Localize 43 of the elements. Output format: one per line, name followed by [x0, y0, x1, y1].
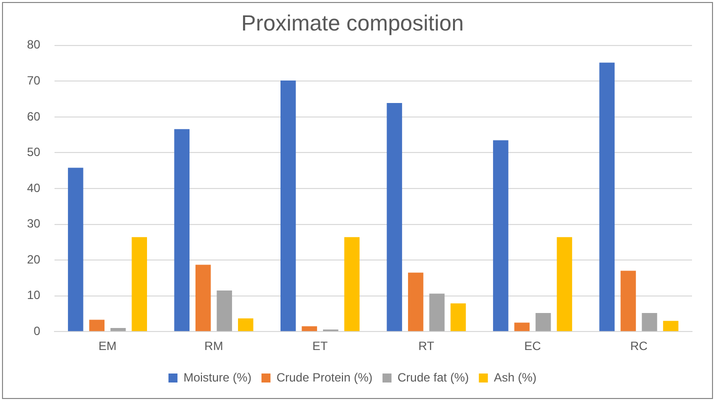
bar: [174, 129, 190, 332]
bar: [89, 320, 105, 332]
bar: [642, 312, 658, 332]
bar: [132, 237, 148, 332]
y-tick-label: 40: [26, 180, 41, 195]
bar: [599, 62, 615, 332]
bar: [514, 322, 530, 332]
y-tick-label: 10: [26, 288, 41, 302]
y-tick-label: 70: [26, 73, 41, 88]
y-tick-label: 30: [26, 216, 41, 231]
y-tick-label: 80: [26, 38, 41, 52]
bar: [302, 326, 318, 332]
bar: [280, 80, 296, 332]
legend-label: Crude fat (%): [398, 370, 469, 384]
x-tick-label: ET: [312, 339, 328, 354]
chart-title: Proximate composition: [241, 10, 464, 36]
legend-label: Ash (%): [494, 370, 537, 384]
x-tick-label: RC: [630, 339, 648, 354]
legend-label: Crude Protein (%): [276, 370, 373, 384]
y-tick-label: 50: [26, 145, 41, 160]
bar: [620, 270, 636, 332]
bar: [195, 264, 211, 332]
x-tick-label: RM: [204, 339, 224, 354]
bar: [493, 140, 508, 332]
bar: [536, 312, 551, 332]
bar: [216, 290, 232, 332]
x-tick-label: EC: [524, 339, 542, 354]
y-tick-label: 20: [26, 252, 41, 266]
bar: [450, 303, 466, 332]
bar: [429, 294, 445, 332]
bar: [663, 320, 678, 332]
bar: [68, 168, 84, 332]
x-tick-label: EM: [98, 339, 116, 354]
bar: [408, 272, 424, 332]
bar: [344, 237, 360, 332]
legend-label: Moisture (%): [183, 370, 252, 384]
bar: [110, 328, 126, 332]
bar: [556, 237, 572, 332]
y-tick-label: 0: [34, 324, 41, 338]
x-tick-label: RT: [418, 339, 435, 354]
y-tick-label: 60: [26, 109, 41, 124]
bar: [386, 103, 402, 332]
bar: [238, 318, 254, 332]
